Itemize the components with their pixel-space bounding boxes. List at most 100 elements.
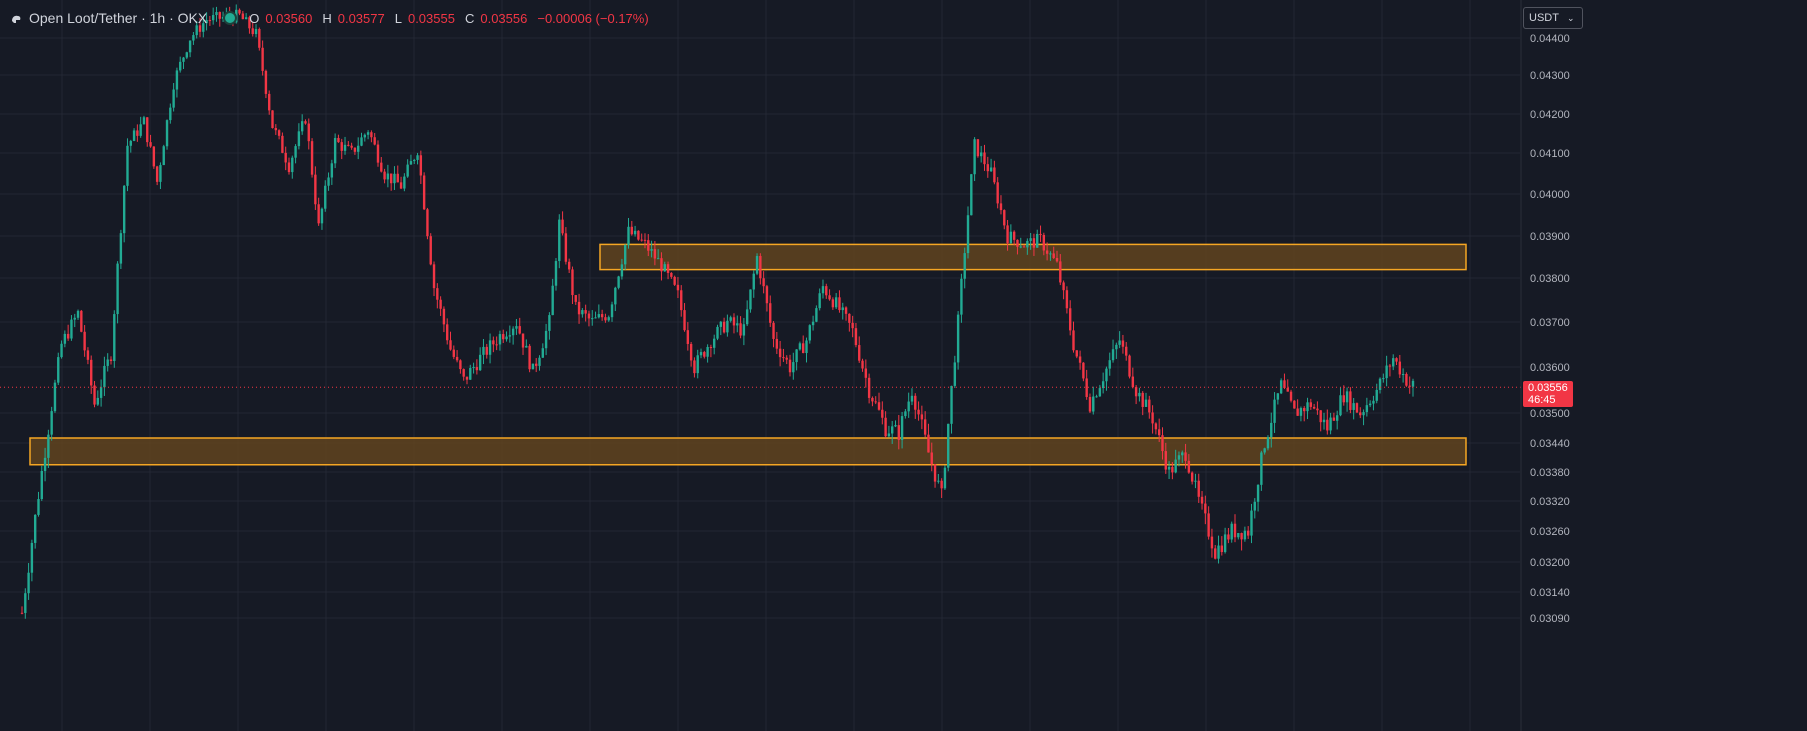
candle-body [624,244,627,265]
candle-body [749,289,752,310]
candle-body [518,326,521,334]
candle-body [1108,360,1111,369]
candle-body [1408,385,1411,387]
candle-body [432,264,436,289]
candle-body [426,209,429,237]
candle-body [1253,501,1256,511]
candle-body [653,249,657,259]
price-axis-tick-label: 0.04300 [1530,70,1570,82]
candle-body [472,367,475,369]
candle-body [320,208,324,224]
price-axis-tick-label: 0.04100 [1530,148,1570,160]
candle-body [47,434,50,458]
candle-body [1270,422,1273,438]
candle-body [1395,358,1398,362]
candle-body [1032,238,1036,248]
candle-body [887,433,891,437]
candle-body [1299,408,1303,416]
candle-body [1368,403,1372,406]
candle-body [409,161,413,165]
candle-body [1303,408,1306,412]
symbol-title[interactable]: Open Loot/Tether · 1h · OKX [29,10,208,26]
candle-body [1003,210,1006,226]
candle-body [739,323,742,336]
candle-body [511,328,515,336]
candle-body [63,333,67,344]
candle-body [53,382,57,412]
candle-body [1200,496,1204,504]
candle-body [169,107,172,121]
candle-body [660,258,663,272]
candle-body [416,155,419,160]
candle-body [271,110,274,129]
candle-body [923,419,927,435]
candle-body [1036,233,1039,248]
candle-body [182,57,185,62]
candle-body [610,304,614,318]
candle-body [1125,346,1128,356]
candle-body [446,324,449,341]
candle-body [1148,399,1151,413]
candle-body [1177,455,1181,460]
zone-resistance [599,243,1467,271]
candle-body [1092,396,1095,412]
candle-body [841,307,844,311]
candle-body [930,452,933,465]
candle-body [122,185,126,234]
candle-body [1009,231,1013,244]
candle-body [370,132,373,138]
candle-body [825,286,828,296]
candle-body [831,299,835,308]
candle-body [696,355,699,374]
price-axis-tick-label: 0.03200 [1530,557,1570,569]
candle-body [1026,240,1029,248]
candle-body [795,349,798,363]
candle-body [1335,415,1339,421]
candle-body [1378,378,1382,390]
candle-body [185,52,189,58]
candle-body [1279,380,1283,394]
candle-body [993,167,996,183]
candle-body [874,401,877,403]
candle-body [788,359,792,373]
close-key: C [464,10,475,26]
candle-body [973,139,976,175]
candle-body [1118,340,1121,345]
candle-body [1286,387,1289,392]
candle-body [1088,396,1092,412]
candle-body [1398,361,1402,375]
candle-body [268,93,271,111]
candle-body [1190,472,1194,482]
candle-body [805,340,808,354]
candle-body [462,369,465,377]
candle-body [300,121,304,132]
candle-body [1372,400,1375,404]
candle-body [215,12,218,16]
candle-body [567,261,571,270]
candle-body [1062,282,1065,291]
candle-body [488,340,492,355]
tradingview-cloud-icon [12,15,21,23]
candle-body [126,145,129,186]
candle-body [1171,466,1174,473]
candle-body [1095,396,1098,398]
candle-body [376,144,380,163]
candle-body [535,363,538,366]
candle-body [1085,378,1088,397]
candle-body [798,343,802,350]
candle-body [1131,376,1135,388]
candle-body [498,334,502,345]
candle-body [485,346,488,355]
currency-selector[interactable]: USDT ⌄ [1523,7,1583,29]
price-axis-tick-label: 0.03320 [1530,496,1570,508]
candle-body [188,40,192,53]
candle-body [627,226,630,245]
candle-body [205,20,208,24]
candle-body [1309,402,1313,407]
candle-body [1339,395,1342,416]
high-key: H [322,10,332,26]
candle-body [755,255,759,274]
candle-body [116,263,119,315]
